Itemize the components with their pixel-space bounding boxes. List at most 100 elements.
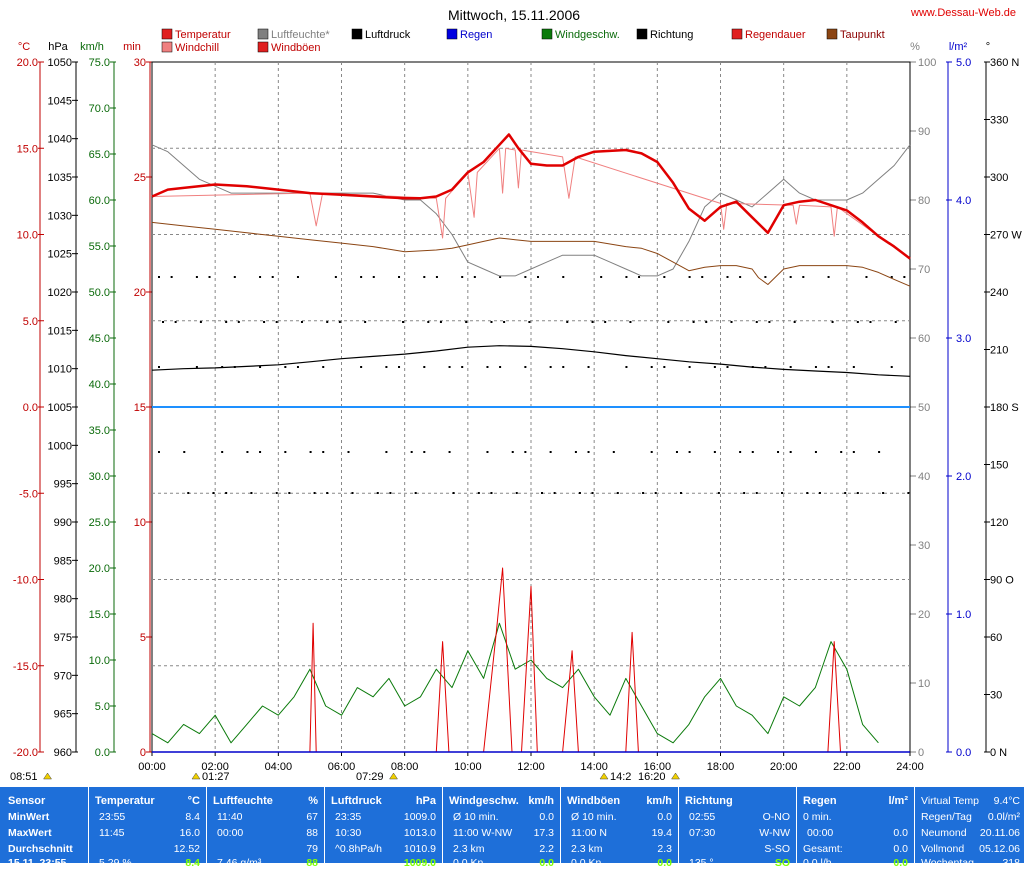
direction-dot	[789, 451, 792, 453]
direction-dot	[435, 276, 438, 278]
weekday-label: Wochentag	[921, 857, 974, 869]
legend-label: Windgeschw.	[555, 29, 620, 41]
axis-tick-label: 0 N	[990, 747, 1007, 759]
sun-icon	[671, 772, 680, 780]
time-marker-label: 16:20	[638, 771, 666, 783]
axis-tick-label: 30.0	[89, 471, 110, 483]
direction-dot	[755, 492, 758, 494]
direction-dot	[764, 366, 767, 368]
axis-tick-label: 180 S	[990, 402, 1019, 414]
row-label-max: MaxWert	[8, 827, 52, 839]
direction-dot	[701, 276, 704, 278]
direction-dot	[499, 366, 502, 368]
rain-current-value: 0.0	[893, 857, 908, 869]
legend-label: Windchill	[175, 42, 219, 54]
wind-max-value: 17.3	[533, 827, 554, 839]
x-tick-label: 00:00	[138, 761, 166, 773]
direction-dot	[789, 276, 792, 278]
stats-press-label: Luftdruck	[331, 795, 382, 807]
direction-dot	[263, 321, 266, 323]
temp-current-value: 8.4	[185, 857, 200, 869]
direction-dot	[288, 492, 291, 494]
stats-extra: Virtual Temp 9.4°C Regen/Tag 0.0l/m² Neu…	[914, 787, 1024, 869]
x-tick-label: 24:00	[896, 761, 924, 773]
axis-tick-label: 5.0	[23, 316, 38, 328]
site-link[interactable]: www.Dessau-Web.de	[910, 7, 1016, 19]
wind-avg10-value: 0.0	[539, 811, 554, 823]
direction-dot	[768, 321, 771, 323]
virtual-temp-value: 9.4°C	[993, 795, 1020, 807]
legend-label: Regen	[460, 29, 492, 41]
direction-dot	[663, 366, 666, 368]
axis-tick-label: 1050	[48, 57, 72, 69]
direction-dot	[642, 492, 645, 494]
direction-dot	[679, 492, 682, 494]
direction-dot	[158, 366, 160, 368]
dir-max-value: W-NW	[759, 827, 790, 839]
direction-dot	[427, 321, 430, 323]
direction-dot	[764, 276, 767, 278]
direction-dot	[402, 321, 405, 323]
stats-temp-label: Temperatur	[95, 795, 155, 807]
direction-dot	[612, 451, 615, 453]
direction-dot	[477, 492, 480, 494]
direction-dot	[856, 321, 859, 323]
stats-gust-unit: km/h	[646, 795, 672, 807]
dir-min-value: O-NO	[762, 811, 790, 823]
gust-max-value: 19.4	[651, 827, 672, 839]
axis-tick-label: 2.0	[956, 471, 971, 483]
series-windchill	[151, 147, 911, 260]
legend-label: Taupunkt	[840, 29, 885, 41]
gust-avg10-label: Ø 10 min.	[571, 811, 617, 823]
direction-dot	[515, 492, 518, 494]
direction-dot	[259, 451, 262, 453]
axis-tick-label: 40	[918, 471, 930, 483]
direction-dot	[225, 492, 228, 494]
axis-tick-label: 5	[140, 632, 146, 644]
direction-dot	[591, 492, 594, 494]
direction-dot	[890, 366, 893, 368]
direction-dot	[158, 451, 160, 453]
axis-tick-label: 15.0	[89, 609, 110, 621]
hum-max-time: 00:00	[217, 827, 244, 839]
legend-label: Richtung	[650, 29, 693, 41]
press-avg-value: 1010.9	[403, 843, 436, 855]
direction-dot	[322, 366, 325, 368]
direction-dot	[777, 451, 780, 453]
legend-label: Luftfeuchte*	[271, 29, 330, 41]
axis-tick-label: 990	[54, 517, 72, 529]
direction-dot	[461, 276, 464, 278]
direction-dot	[818, 492, 821, 494]
direction-dot	[300, 321, 303, 323]
direction-dot	[781, 492, 784, 494]
direction-dot	[452, 492, 455, 494]
dir-avg-value: S-SO	[764, 843, 790, 855]
direction-dot	[549, 366, 552, 368]
direction-dot	[688, 276, 691, 278]
direction-dot	[212, 492, 215, 494]
direction-dot	[882, 492, 885, 494]
direction-dot	[473, 276, 476, 278]
axis-unit-wind: km/h	[80, 41, 104, 53]
dir-min-time: 02:55	[689, 811, 716, 823]
axis-tick-label: 270 W	[990, 230, 1022, 242]
direction-dot	[259, 366, 262, 368]
axis-tick-label: 360 N	[990, 57, 1019, 69]
hum-min-value: 67	[306, 811, 318, 823]
x-tick-label: 12:00	[517, 761, 545, 773]
direction-dot	[524, 276, 527, 278]
direction-dot	[852, 451, 855, 453]
temp-min-time: 23:55	[99, 811, 126, 823]
stats-wind-unit: km/h	[528, 795, 554, 807]
legend-swatch	[257, 41, 269, 53]
axis-tick-label: 1035	[48, 172, 72, 184]
axis-tick-label: 1045	[48, 95, 72, 107]
stats-regen: Regen l/m² 0 min. 00:00 0.0 Gesamt: 0.0 …	[796, 787, 914, 869]
axis-tick-label: 45.0	[89, 333, 110, 345]
direction-dot	[398, 276, 401, 278]
direction-dot	[890, 276, 893, 278]
legend-swatch	[161, 28, 173, 40]
press-max-time: 10:30	[335, 827, 362, 839]
axis-tick-label: 150	[990, 460, 1008, 472]
axis-tick-label: 60.0	[89, 195, 110, 207]
